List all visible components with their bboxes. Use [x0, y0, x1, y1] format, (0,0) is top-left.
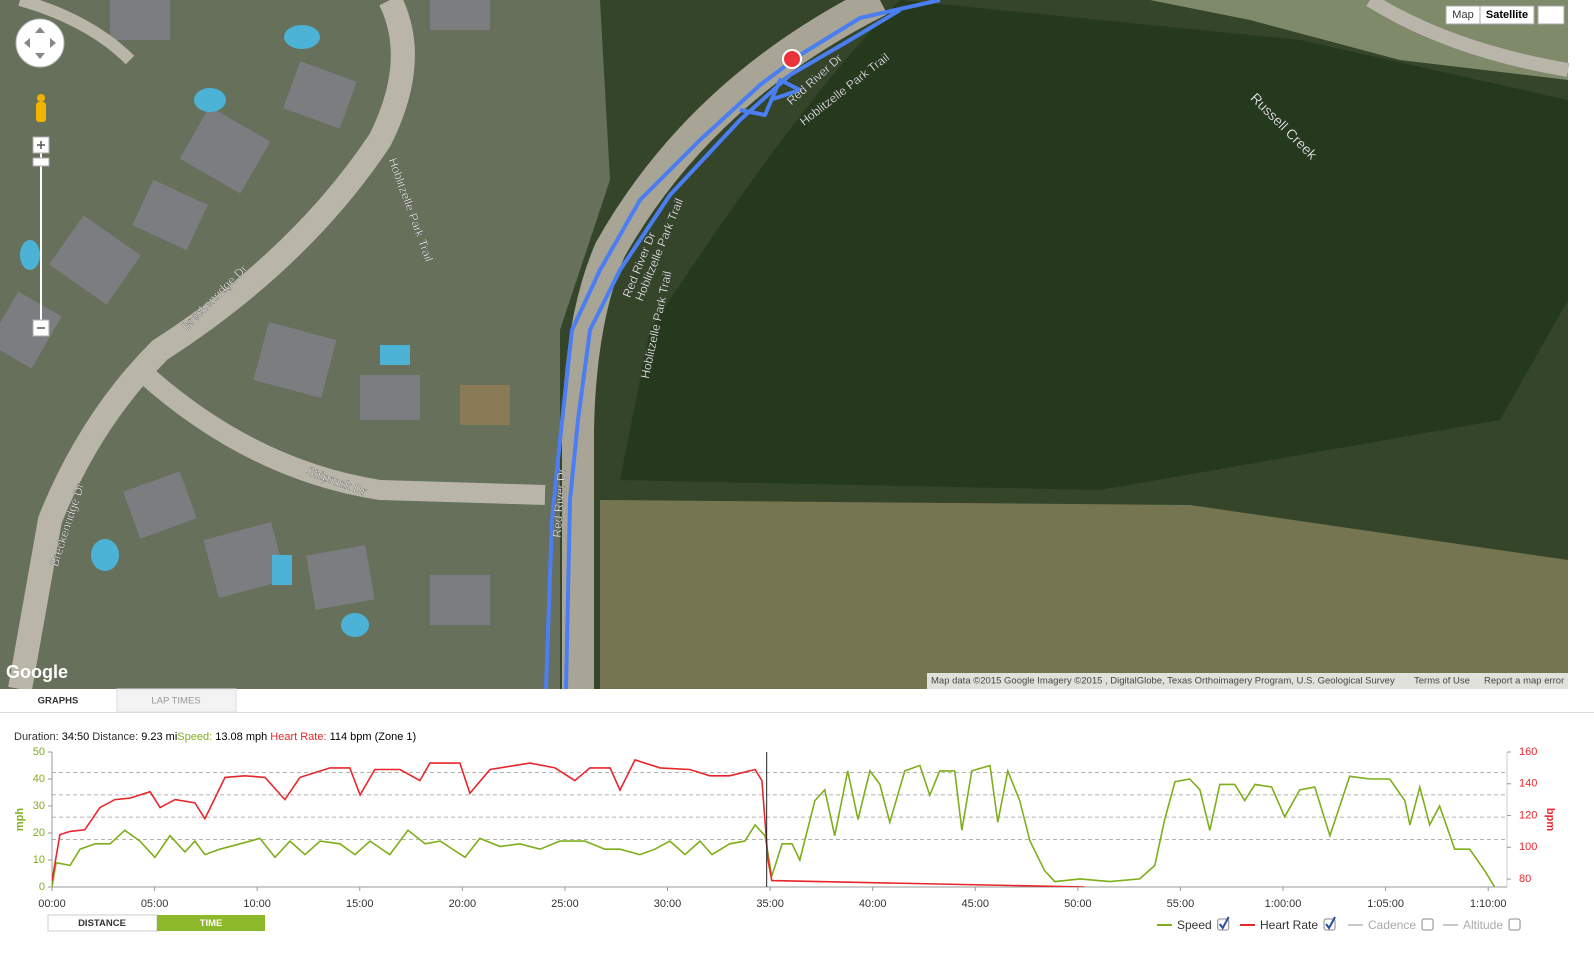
attribution: Map data ©2015 Google Imagery ©2015 , Di… [931, 676, 1395, 687]
distance-button-label: DISTANCE [78, 918, 126, 929]
x-tick-label: 30:00 [654, 898, 682, 910]
map[interactable]: Breckenridge Dr Breckenridge Dr Shiprock… [0, 0, 1570, 692]
y2-tick-label: 120 [1519, 809, 1537, 821]
y2-tick-label: 140 [1519, 778, 1537, 790]
houses [0, 0, 510, 625]
tab-lap-times[interactable]: LAP TIMES [151, 696, 200, 707]
x-tick-label: 1:05:00 [1367, 898, 1404, 910]
y2-tick-label: 160 [1519, 746, 1537, 758]
map-type-satellite-label: Satellite [1486, 9, 1528, 21]
legend-label: Speed [1177, 918, 1212, 932]
x-tick-label: 45:00 [962, 898, 990, 910]
series-line [52, 758, 1085, 887]
x-tick-label: 05:00 [141, 898, 169, 910]
stat-label: Duration: [14, 731, 59, 743]
legend-check [1218, 916, 1230, 930]
map-type-satellite[interactable] [1479, 5, 1535, 25]
legend-checkbox[interactable] [1508, 918, 1521, 931]
pegman[interactable] [36, 94, 46, 122]
legend-label: Cadence [1368, 918, 1416, 932]
route [544, 0, 941, 690]
legend-label: Heart Rate [1260, 918, 1318, 932]
position-marker[interactable] [782, 49, 802, 69]
panel [0, 689, 1594, 952]
field [600, 500, 1568, 689]
x-tick-label: 1:00:00 [1265, 898, 1302, 910]
x-tick-label: 35:00 [756, 898, 784, 910]
x-tick-label: 25:00 [551, 898, 579, 910]
stat-value: 13.08 mph [215, 731, 267, 743]
zoom-in-icon [37, 141, 45, 149]
legend-checkbox[interactable] [1421, 918, 1434, 931]
y2-tick-label: 100 [1519, 841, 1537, 853]
pools [20, 25, 410, 637]
y-tick-label: 0 [39, 881, 45, 893]
x-tick-label: 20:00 [449, 898, 477, 910]
y-tick-label: 20 [33, 827, 45, 839]
x-tick-label: 15:00 [346, 898, 374, 910]
map-type-map-label: Map [1452, 9, 1473, 21]
y2-axis-label: bpm [1544, 808, 1556, 831]
time-button-label: TIME [200, 918, 223, 929]
zoom-handle[interactable] [32, 157, 50, 167]
series-line [52, 764, 1496, 887]
pan-control[interactable] [15, 18, 65, 68]
x-tick-label: 40:00 [859, 898, 887, 910]
stat-value: 114 bpm (Zone 1) [330, 731, 417, 743]
terms-link[interactable]: Terms of Use [1414, 676, 1470, 687]
time-button[interactable] [157, 915, 265, 931]
y-axis-label: mph [14, 808, 26, 832]
x-tick-label: 1:10:00 [1470, 898, 1507, 910]
x-tick-label: 00:00 [38, 898, 66, 910]
stat-value: 34:50 [62, 731, 90, 743]
y-tick-label: 40 [33, 773, 45, 785]
stat-label: Distance: [92, 731, 138, 743]
forest [620, 0, 1568, 490]
y-tick-label: 50 [33, 746, 45, 758]
fullscreen-button[interactable] [1537, 5, 1565, 25]
x-tick-label: 10:00 [243, 898, 271, 910]
y-tick-label: 30 [33, 800, 45, 812]
report-link[interactable]: Report a map error [1484, 676, 1564, 687]
x-tick-label: 55:00 [1167, 898, 1195, 910]
x-tick-label: 50:00 [1064, 898, 1092, 910]
street-label: Red River Dr [550, 468, 569, 538]
attribution-bar [927, 673, 1568, 689]
stats-line: Duration: 34:50 Distance: 9.23 miSpeed: … [14, 731, 416, 743]
tab-graphs[interactable]: GRAPHS [38, 696, 79, 707]
stat-value: 9.23 mi [141, 731, 177, 743]
tab-lap-times-bg[interactable] [116, 688, 237, 713]
y2-tick-label: 80 [1519, 873, 1531, 885]
chart: 0 10 20 30 40 50 80 100 120 140 160 00:00 05:00 10:00… [14, 746, 1556, 932]
legend-check [1325, 916, 1336, 930]
google-logo: Google [6, 662, 68, 682]
stat-label: Speed: [177, 731, 212, 743]
y-tick-label: 10 [33, 854, 45, 866]
legend-label: Altitude [1463, 918, 1503, 932]
stat-label: Heart Rate: [270, 731, 326, 743]
